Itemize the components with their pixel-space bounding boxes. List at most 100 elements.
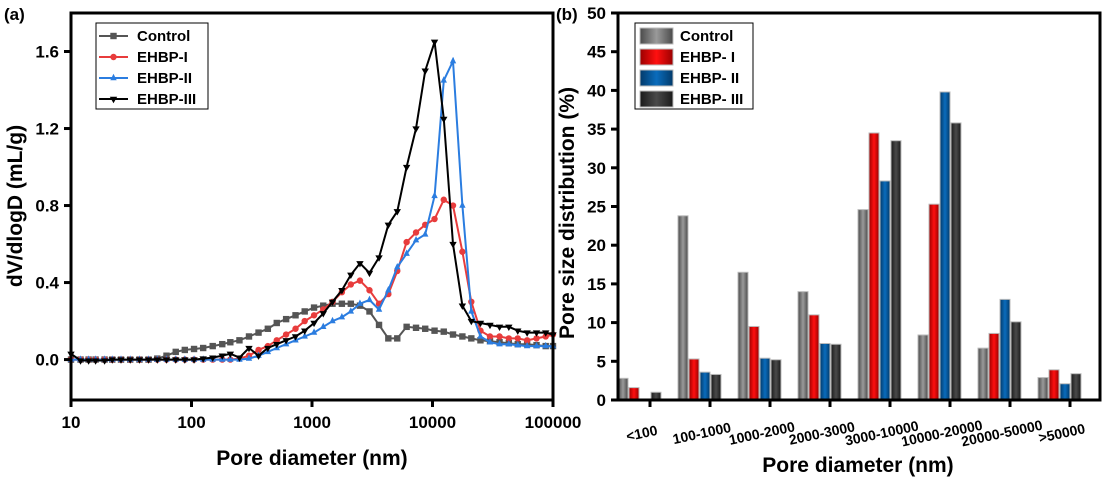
data-point [467,318,476,326]
data-point [273,319,280,327]
legend-label: Control [137,28,190,45]
data-point [542,330,550,337]
data-point [199,344,207,352]
data-point [329,316,336,324]
bar [737,271,749,401]
bar [830,343,842,401]
bar-group [857,132,902,401]
legend-item: EHBP- I [639,48,735,66]
panel-a-legend: Control EHBP-I EHBP-II EHBP-III [95,22,209,110]
data-point [126,357,134,364]
bar-group [737,271,782,401]
bar-group [1037,369,1082,401]
legend-item: EHBP- III [639,90,743,108]
data-point [496,333,503,340]
bar [950,122,962,401]
x-tick-label: 10 [62,413,81,432]
data-point [255,346,262,354]
y-tick-label: 15 [587,275,606,294]
bar [988,332,1000,401]
bar [797,291,809,401]
data-point [320,302,327,309]
y-tick-label: 35 [587,120,606,139]
data-point [412,324,420,331]
data-point [394,335,401,342]
legend-swatch [639,27,674,45]
data-point [181,357,189,364]
bar [1070,373,1082,401]
data-point [440,328,447,335]
x-tick-label: 100-1000 [671,419,732,447]
data-point [135,357,144,364]
data-point [199,356,207,363]
data-point [449,56,457,64]
data-point [422,230,429,237]
series-ehbp-iii [67,39,557,365]
data-point [328,299,337,307]
data-point [144,357,153,364]
legend-marker [110,32,117,40]
data-point [292,312,299,319]
data-point [384,222,393,229]
data-point [301,332,308,339]
bar [879,180,891,401]
data-point [356,277,364,284]
data-point [468,307,475,314]
data-point [458,303,467,310]
data-point [301,328,309,335]
data-point [523,330,531,337]
y-tick-label: 0.4 [35,274,59,293]
data-point [319,311,327,318]
data-point [91,358,100,365]
panel-b-legend: Control EHBP- I EHBP- II EHBP- III [634,22,754,110]
data-point [542,341,549,349]
x-tick-label: <100 [625,422,659,444]
bar [868,132,880,401]
y-tick-label: 1.2 [35,120,59,139]
data-point [209,355,217,362]
y-tick-label: 30 [587,159,606,178]
data-point [84,358,93,365]
bar [770,359,782,401]
data-point [402,164,411,172]
data-point [347,307,355,314]
y-tick-label: 20 [587,236,606,255]
legend-label: EHBP- III [680,91,743,108]
data-point [449,241,457,249]
bar [928,203,940,401]
data-point [310,328,318,335]
panel-a-label: (a) [4,5,25,24]
bar-group [917,91,962,401]
data-point [190,345,198,353]
legend-label: EHBP- II [680,70,739,87]
legend-label: EHBP- I [680,49,735,66]
data-point [273,341,281,349]
bar [977,347,989,401]
legend-swatch [639,90,674,108]
data-point [190,357,198,364]
data-point [486,322,494,330]
data-point [162,357,171,364]
data-point [366,308,373,315]
data-point [533,341,540,349]
data-point [375,255,383,262]
data-point [431,191,438,199]
legend-item: EHBP-II [99,70,192,87]
bar [857,209,869,401]
data-point [227,355,234,362]
data-point [403,238,410,246]
data-point [459,333,466,340]
bar [759,357,771,401]
data-point [403,323,410,331]
bar [688,358,700,401]
legend-item: EHBP-III [99,91,196,108]
y-tick-label: 0 [597,391,606,410]
data-point [235,355,244,362]
data-point [486,333,494,340]
bar [999,298,1011,401]
data-point [421,68,429,75]
bar [917,334,929,401]
data-point [76,358,85,365]
data-point [459,201,466,208]
